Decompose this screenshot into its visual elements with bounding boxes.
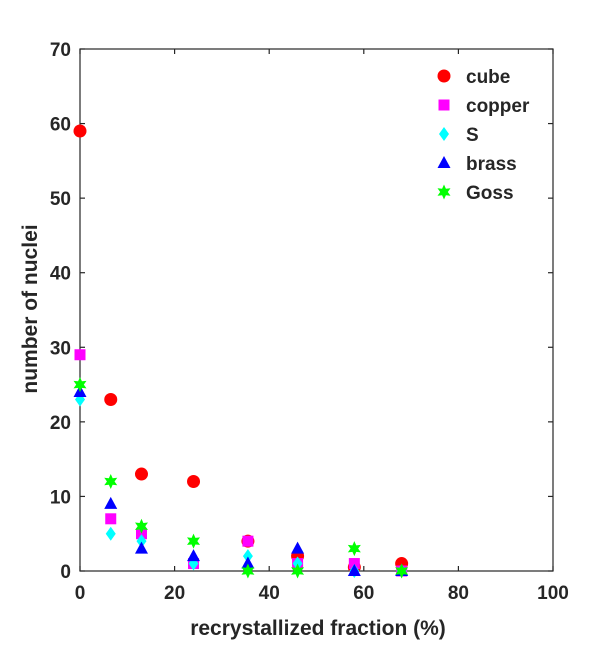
data-point <box>134 467 148 481</box>
x-axis-label: recrystallized fraction (%) <box>190 617 446 640</box>
data-point <box>104 392 118 406</box>
data-point <box>187 533 201 549</box>
legend-marker <box>437 156 451 168</box>
data-point <box>242 535 254 547</box>
data-point <box>134 541 148 554</box>
data-point <box>104 474 118 490</box>
data-point <box>348 558 360 570</box>
plot-frame <box>79 48 554 572</box>
data-point <box>242 549 253 564</box>
data-point <box>105 513 117 525</box>
legend-item-s: S <box>439 125 479 146</box>
data-point <box>291 541 305 554</box>
legend-marker <box>437 69 451 83</box>
x-tick-label: 60 <box>353 583 374 604</box>
legend-marker <box>438 99 450 111</box>
data-point <box>73 377 87 393</box>
data-point <box>347 564 361 576</box>
x-tick-label: 20 <box>164 583 185 604</box>
x-tick-label: 0 <box>75 583 86 604</box>
legend-item-goss: Goss <box>437 183 514 204</box>
legend-marker <box>437 184 451 200</box>
data-point <box>347 541 361 557</box>
data-point <box>105 526 116 541</box>
y-tick-label: 20 <box>50 413 71 434</box>
x-tick-label: 100 <box>537 583 569 604</box>
data-point <box>291 563 305 579</box>
legend-item-copper: copper <box>438 96 530 117</box>
y-tick-label: 60 <box>50 115 71 136</box>
y-tick-label: 10 <box>50 487 71 508</box>
legend-marker <box>439 127 449 141</box>
legend-label: brass <box>466 154 517 175</box>
y-tick-label: 30 <box>50 338 71 359</box>
x-tick-label: 40 <box>259 583 280 604</box>
data-marks <box>73 124 409 579</box>
data-point <box>73 124 87 138</box>
data-point <box>104 496 118 509</box>
data-point <box>241 563 255 579</box>
legend-item-brass: brass <box>437 154 517 175</box>
legend-label: copper <box>466 96 530 117</box>
y-axis-label: number of nuclei <box>19 224 42 393</box>
axes: 0 20 40 60 80 100 0 10 20 30 40 50 60 70 <box>50 40 569 604</box>
data-point <box>241 556 255 569</box>
data-point <box>395 563 409 579</box>
legend-item-cube: cube <box>437 67 510 88</box>
legend-label: S <box>466 125 479 146</box>
y-tick-label: 0 <box>60 562 71 583</box>
data-point <box>187 475 201 489</box>
y-tick-label: 70 <box>50 40 71 61</box>
y-tick-label: 40 <box>50 264 71 285</box>
legend-label: Goss <box>466 183 514 204</box>
data-point <box>187 549 201 562</box>
data-point <box>74 349 86 361</box>
y-tick-label: 50 <box>50 189 71 210</box>
series-goss <box>73 377 409 579</box>
data-point <box>134 518 148 534</box>
x-tick-label: 80 <box>448 583 469 604</box>
legend-label: cube <box>466 67 510 88</box>
data-point <box>136 534 147 549</box>
